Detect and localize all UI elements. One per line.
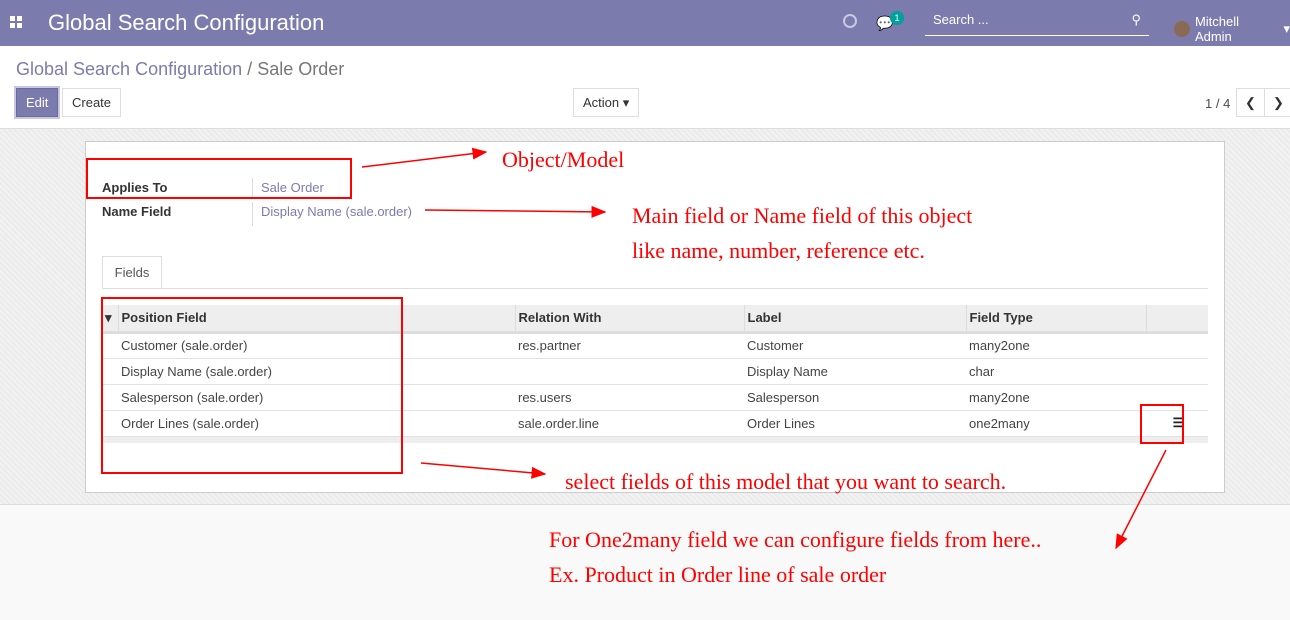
pager-previous-button[interactable]: ❮ (1236, 88, 1265, 117)
annotation-o2m-2: Ex. Product in Order line of sale order (549, 562, 887, 587)
annotation-main-2: like name, number, reference etc. (632, 238, 925, 263)
fields-table: ▾ Position Field Relation With Label Fie… (102, 305, 1208, 443)
cell-relation-with: res.partner (515, 332, 744, 359)
name-field-value[interactable]: Display Name (sale.order) (252, 202, 412, 226)
row-spacer (102, 410, 118, 437)
chat-count-badge: 1 (890, 11, 904, 25)
highlight-position-field (101, 297, 403, 474)
top-navbar: Global Search Configuration 💬 1 ⚲ Mitche… (0, 0, 1290, 46)
highlight-list-button (1140, 404, 1184, 444)
cell-field-type: many2one (966, 384, 1146, 411)
avatar (1174, 21, 1190, 37)
cell-position-field: Order Lines (sale.order) (118, 410, 515, 437)
list-fields-icon[interactable]: ☰ (1146, 410, 1208, 437)
applies-to-label: Applies To (102, 180, 168, 195)
form-sheet: Applies To Sale Order Name Field Display… (85, 141, 1225, 493)
column-actions (1145, 305, 1208, 334)
applies-to-value[interactable]: Sale Order (252, 178, 324, 198)
cell-relation-with: res.users (515, 384, 744, 411)
cell-label: Order Lines (744, 410, 966, 437)
name-field-label: Name Field (102, 204, 172, 219)
column-relation-with[interactable]: Relation With (514, 305, 744, 334)
edit-button[interactable]: Edit (16, 88, 59, 117)
row-action-cell (1146, 358, 1208, 385)
action-dropdown[interactable]: Action ▾ (573, 88, 640, 117)
cell-position-field: Salesperson (sale.order) (118, 384, 515, 411)
breadcrumb-separator: / (247, 59, 253, 79)
column-position-field[interactable]: Position Field (117, 305, 515, 334)
sort-caret-icon[interactable]: ▾ (102, 305, 118, 334)
create-button[interactable]: Create (62, 88, 122, 117)
app-title: Global Search Configuration (48, 10, 325, 35)
row-spacer (102, 384, 118, 411)
user-menu[interactable]: Mitchell Admin ▾ (1174, 14, 1290, 44)
caret-down-icon: ▾ (1283, 21, 1290, 36)
column-field-type[interactable]: Field Type (965, 305, 1146, 334)
table-row[interactable]: Customer (sale.order) res.partner Customer… (102, 332, 1208, 359)
cell-label: Salesperson (744, 384, 966, 411)
cell-position-field: Display Name (sale.order) (118, 358, 515, 385)
tab-divider (102, 288, 1208, 289)
cell-label: Customer (744, 332, 966, 359)
control-panel: Global Search Configuration / Sale Order… (0, 46, 1290, 129)
cell-field-type: one2many (966, 410, 1146, 437)
row-spacer (102, 332, 118, 359)
tab-fields[interactable]: Fields (102, 256, 162, 289)
pager-next-button[interactable]: ❯ (1264, 88, 1290, 117)
table-row[interactable]: Order Lines (sale.order) sale.order.line O… (102, 410, 1208, 437)
chat-icon[interactable]: 💬 (876, 15, 894, 31)
cell-relation-with (515, 358, 744, 385)
search-box: ⚲ (925, 8, 1149, 36)
column-label[interactable]: Label (743, 305, 966, 334)
breadcrumb-current: Sale Order (257, 59, 345, 79)
annotation-object: Object/Model (502, 147, 625, 172)
form-view: Applies To Sale Order Name Field Display… (0, 129, 1290, 505)
highlight-applies-to (86, 158, 352, 199)
search-input[interactable] (925, 8, 1115, 31)
annotation-select: select fields of this model that you wan… (565, 469, 1007, 494)
table-row[interactable]: Salesperson (sale.order) res.users Salespe… (102, 384, 1208, 411)
pager-value: 1 / 4 (1205, 96, 1231, 111)
cell-field-type: many2one (966, 332, 1146, 359)
activity-clock-icon[interactable] (843, 14, 857, 28)
annotation-o2m-1: For One2many field we can configure fiel… (549, 527, 1042, 552)
row-action-cell (1146, 332, 1208, 359)
annotation-main-1: Main field or Name field of this object (632, 203, 973, 228)
cell-field-type: char (966, 358, 1146, 385)
cell-relation-with: sale.order.line (515, 410, 744, 437)
cell-label: Display Name (744, 358, 966, 385)
cell-position-field: Customer (sale.order) (118, 332, 515, 359)
row-action-cell (1146, 384, 1208, 411)
breadcrumb: Global Search Configuration / Sale Order (16, 59, 344, 80)
row-spacer (102, 358, 118, 385)
search-icon[interactable]: ⚲ (1131, 12, 1141, 27)
apps-menu-icon[interactable] (10, 16, 22, 28)
breadcrumb-parent[interactable]: Global Search Configuration (16, 59, 243, 79)
table-footer (102, 436, 1208, 443)
table-row[interactable]: Display Name (sale.order) Display Name cha… (102, 358, 1208, 385)
user-name: Mitchell Admin (1194, 14, 1240, 44)
